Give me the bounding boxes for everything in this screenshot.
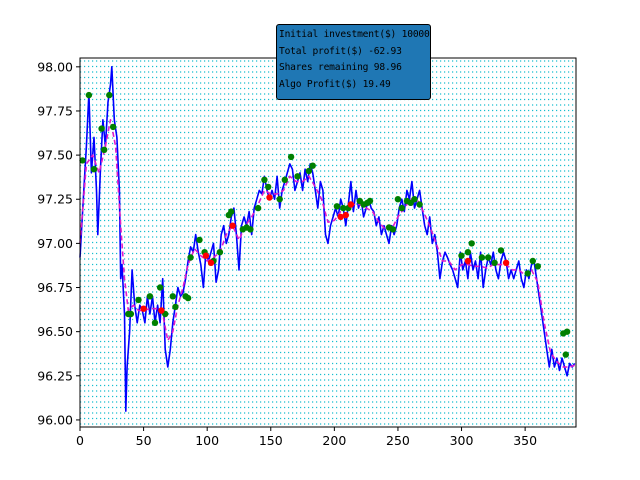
series-lines — [79, 66, 576, 412]
buy-marker — [534, 263, 541, 270]
buy-marker — [261, 176, 268, 183]
x-axis: 0 50 100 150 200 250 300 350 — [76, 427, 537, 448]
buy-marker — [156, 284, 164, 291]
buy-marker — [366, 197, 374, 205]
y-tick-label: 96.25 — [37, 368, 73, 383]
sell-marker — [202, 252, 210, 259]
y-tick-label: 96.00 — [37, 412, 73, 427]
sell-marker — [337, 213, 344, 221]
buy-marker — [281, 176, 288, 183]
buy-marker — [394, 196, 402, 203]
investment-summary-box: Initial investment($) 10000 Total profit… — [276, 24, 431, 100]
sell-marker — [342, 211, 349, 219]
buy-marker — [276, 196, 283, 203]
buy-marker — [169, 293, 176, 300]
x-tick-label: 0 — [76, 433, 84, 448]
buy-marker — [135, 296, 142, 304]
sell-marker — [207, 259, 215, 266]
buy-marker — [309, 162, 316, 169]
buy-marker — [398, 204, 405, 212]
buy-marker — [109, 123, 117, 131]
y-tick-label: 96.75 — [37, 280, 73, 295]
y-tick-label: 97.50 — [37, 148, 73, 163]
buy-marker — [79, 157, 86, 164]
buy-marker — [85, 91, 93, 99]
buy-marker — [458, 252, 465, 259]
x-tick-label: 250 — [386, 433, 410, 448]
buy-marker — [90, 166, 98, 173]
buy-marker — [563, 328, 571, 335]
y-axis: 96.00 96.25 96.50 96.75 97.00 97.25 97.50 97.75… — [37, 59, 80, 427]
sell-marker — [266, 194, 273, 201]
x-tick-label: 50 — [136, 433, 152, 448]
sell-marker — [347, 201, 355, 208]
buy-marker — [106, 91, 113, 99]
x-tick-label: 150 — [259, 433, 283, 448]
buy-marker — [172, 303, 179, 311]
buy-marker — [305, 167, 313, 175]
buy-marker — [416, 201, 423, 208]
x-tick-label: 300 — [450, 433, 474, 448]
moving-average-line — [79, 119, 575, 368]
y-tick-label: 96.50 — [37, 324, 73, 339]
buy-marker — [389, 226, 397, 233]
price-line — [79, 66, 576, 412]
sell-marker — [140, 305, 147, 312]
sell-marker — [158, 307, 165, 314]
buy-marker — [228, 208, 235, 215]
buy-marker — [411, 196, 418, 203]
buy-marker — [294, 173, 301, 180]
buy-marker — [216, 249, 224, 256]
buy-marker — [265, 183, 272, 191]
buy-marker — [287, 153, 295, 161]
buy-marker — [478, 254, 486, 261]
buy-marker — [254, 204, 262, 212]
x-tick-label: 350 — [513, 433, 537, 448]
buy-marker — [196, 236, 203, 244]
y-tick-label: 97.00 — [37, 236, 73, 251]
x-tick-label: 100 — [195, 433, 219, 448]
buy-marker — [333, 203, 341, 210]
buy-marker — [187, 254, 194, 261]
buy-marker — [247, 226, 254, 233]
initial-investment-text: Initial investment($) 10000 — [279, 29, 430, 40]
sell-marker — [229, 222, 236, 229]
sell-marker — [502, 259, 510, 266]
sell-marker — [464, 257, 472, 265]
x-tick-label: 200 — [322, 433, 346, 448]
y-tick-label: 98.00 — [37, 59, 73, 74]
buy-marker — [184, 294, 192, 302]
y-tick-label: 97.25 — [37, 192, 73, 207]
buy-marker — [491, 259, 498, 266]
y-tick-label: 97.75 — [37, 103, 73, 118]
buy-marker — [529, 257, 536, 265]
buy-marker — [524, 270, 531, 277]
total-profit-text: Total profit($) -62.93 — [279, 45, 402, 57]
buy-marker — [146, 293, 154, 300]
algo-profit-text: Algo Profit($) 19.49 — [279, 78, 391, 90]
buy-marker — [497, 247, 505, 254]
buy-marker — [464, 249, 472, 256]
buy-marker — [468, 240, 475, 247]
buy-marker — [485, 254, 492, 261]
buy-marker — [101, 146, 108, 153]
buy-marker — [98, 125, 105, 132]
buy-marker — [151, 319, 159, 326]
buy-marker — [340, 204, 347, 212]
buy-marker — [562, 351, 569, 358]
buy-marker — [127, 310, 135, 318]
shares-remaining-text: Shares remaining 98.96 — [279, 62, 402, 73]
trade-markers — [79, 91, 571, 358]
